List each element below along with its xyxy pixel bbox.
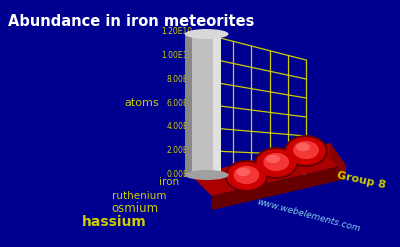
Ellipse shape <box>254 147 298 179</box>
Text: Abundance in iron meteorites: Abundance in iron meteorites <box>8 14 254 29</box>
Ellipse shape <box>224 160 268 192</box>
Ellipse shape <box>226 162 266 190</box>
Text: iron: iron <box>159 177 179 187</box>
Text: 8.00E9: 8.00E9 <box>166 75 193 84</box>
FancyBboxPatch shape <box>185 34 192 175</box>
Polygon shape <box>191 143 346 196</box>
Text: 6.00E9: 6.00E9 <box>166 99 193 107</box>
Ellipse shape <box>293 141 319 159</box>
Text: 4.00E9: 4.00E9 <box>166 122 193 131</box>
Ellipse shape <box>284 135 328 167</box>
Text: atoms: atoms <box>125 98 159 108</box>
Polygon shape <box>212 165 346 210</box>
Ellipse shape <box>256 149 296 177</box>
Text: Group 8: Group 8 <box>336 170 386 190</box>
Ellipse shape <box>263 153 289 171</box>
Ellipse shape <box>236 168 250 176</box>
FancyBboxPatch shape <box>213 34 221 175</box>
Text: 1.20E10: 1.20E10 <box>162 27 193 37</box>
Text: 0.00E0: 0.00E0 <box>166 169 193 179</box>
Text: ruthenium: ruthenium <box>112 191 167 201</box>
Text: www.webelements.com: www.webelements.com <box>255 197 361 233</box>
Text: hassium: hassium <box>82 215 147 229</box>
FancyBboxPatch shape <box>192 34 221 175</box>
Ellipse shape <box>234 166 259 184</box>
Text: osmium: osmium <box>112 202 159 214</box>
Polygon shape <box>330 143 346 179</box>
Text: 2.00E9: 2.00E9 <box>166 146 193 155</box>
Ellipse shape <box>296 143 310 151</box>
Ellipse shape <box>185 29 228 39</box>
Ellipse shape <box>286 137 326 165</box>
Ellipse shape <box>185 170 228 180</box>
Ellipse shape <box>266 155 280 163</box>
Text: 1.00E10: 1.00E10 <box>162 51 193 60</box>
